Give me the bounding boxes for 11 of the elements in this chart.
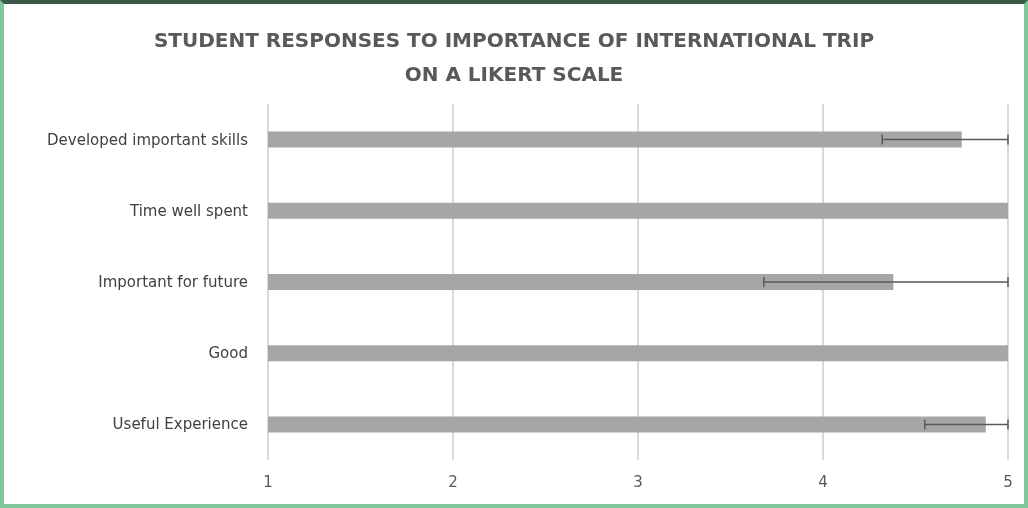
chart-title: STUDENT RESPONSES TO IMPORTANCE OF INTERNATIONAL TRIP ON A LIKERT SCALE (153, 28, 875, 86)
y-tick-label: Good (208, 344, 248, 363)
x-tick-label: 4 (818, 472, 828, 491)
x-tick-label: 1 (263, 472, 273, 491)
y-tick-label: Developed important skills (47, 130, 249, 149)
y-tick-label: Useful Experience (112, 415, 248, 434)
x-tick-label: 5 (1003, 472, 1013, 491)
x-tick-label: 2 (448, 472, 458, 491)
y-tick-label: Time well spent (128, 201, 249, 220)
y-tick-label: Important for future (98, 273, 248, 291)
x-tick-label: 3 (633, 472, 643, 491)
